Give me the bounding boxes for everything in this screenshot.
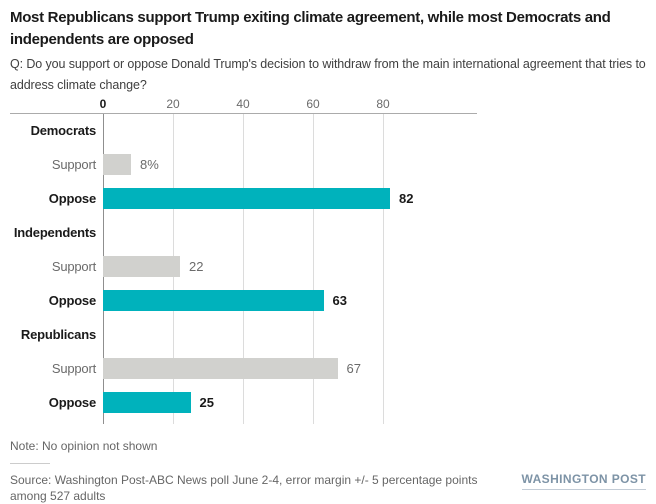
bar-row: Support 67 (10, 352, 477, 386)
bar-label: Support (51, 259, 96, 274)
bar-value: 67 (346, 361, 361, 376)
group-label-row: Republicans (10, 318, 477, 352)
group-label-row: Democrats (10, 114, 477, 148)
x-axis-tick: 20 (166, 97, 180, 111)
bar-value: 82 (399, 191, 414, 206)
group-label-row: Independents (10, 216, 477, 250)
x-axis-tick: 60 (306, 97, 320, 111)
bar-label: Oppose (48, 395, 96, 410)
bar-label: Oppose (48, 191, 96, 206)
bar-label: Support (51, 157, 96, 172)
bar-label: Support (51, 361, 96, 376)
oppose-bar (103, 392, 191, 413)
bar-label: Oppose (48, 293, 96, 308)
bar-value: 25 (199, 395, 214, 410)
x-axis-tick: 80 (376, 97, 390, 111)
gridline (383, 114, 384, 424)
x-axis-tick: 0 (99, 97, 107, 111)
group-label: Republicans (20, 327, 96, 342)
bar-row: Support 8% (10, 148, 477, 182)
gridline (313, 114, 314, 424)
footer-divider (10, 463, 50, 464)
support-bar (103, 256, 180, 277)
note-text: Note: No opinion not shown (10, 439, 158, 453)
support-bar (103, 358, 338, 379)
support-bar (103, 154, 131, 175)
chart-rows: Democrats Support 8% Oppose 82 Independents Su… (10, 114, 477, 420)
bar-value: 8% (140, 157, 159, 172)
group-label: Independents (13, 225, 96, 240)
bar-value: 22 (189, 259, 204, 274)
group-label: Democrats (30, 123, 97, 138)
bar-row: Oppose 82 (10, 182, 477, 216)
gridline (243, 114, 244, 424)
washington-post-wordmark[interactable]: WASHINGTON POST (521, 472, 646, 490)
bar-row: Oppose 63 (10, 284, 477, 318)
x-axis-tick: 40 (236, 97, 250, 111)
bar-row: Oppose 25 (10, 386, 477, 420)
page-title: Most Republicans support Trump exiting c… (10, 9, 611, 48)
source-row: Source: Washington Post-ABC News poll Ju… (10, 472, 646, 504)
bar-chart: 0 20 40 60 80 Democrats Support 8% Oppose 82 Inde… (10, 98, 646, 424)
x-axis: 0 20 40 60 80 (10, 98, 646, 112)
bar-value: 63 (332, 293, 347, 308)
source-text: Source: Washington Post-ABC News poll Ju… (10, 473, 478, 503)
oppose-bar (103, 188, 390, 209)
oppose-bar (103, 290, 324, 311)
poll-question: Q: Do you support or oppose Donald Trump… (10, 57, 646, 92)
bar-row: Support 22 (10, 250, 477, 284)
plot-area: Democrats Support 8% Oppose 82 Independents Su… (10, 113, 477, 424)
